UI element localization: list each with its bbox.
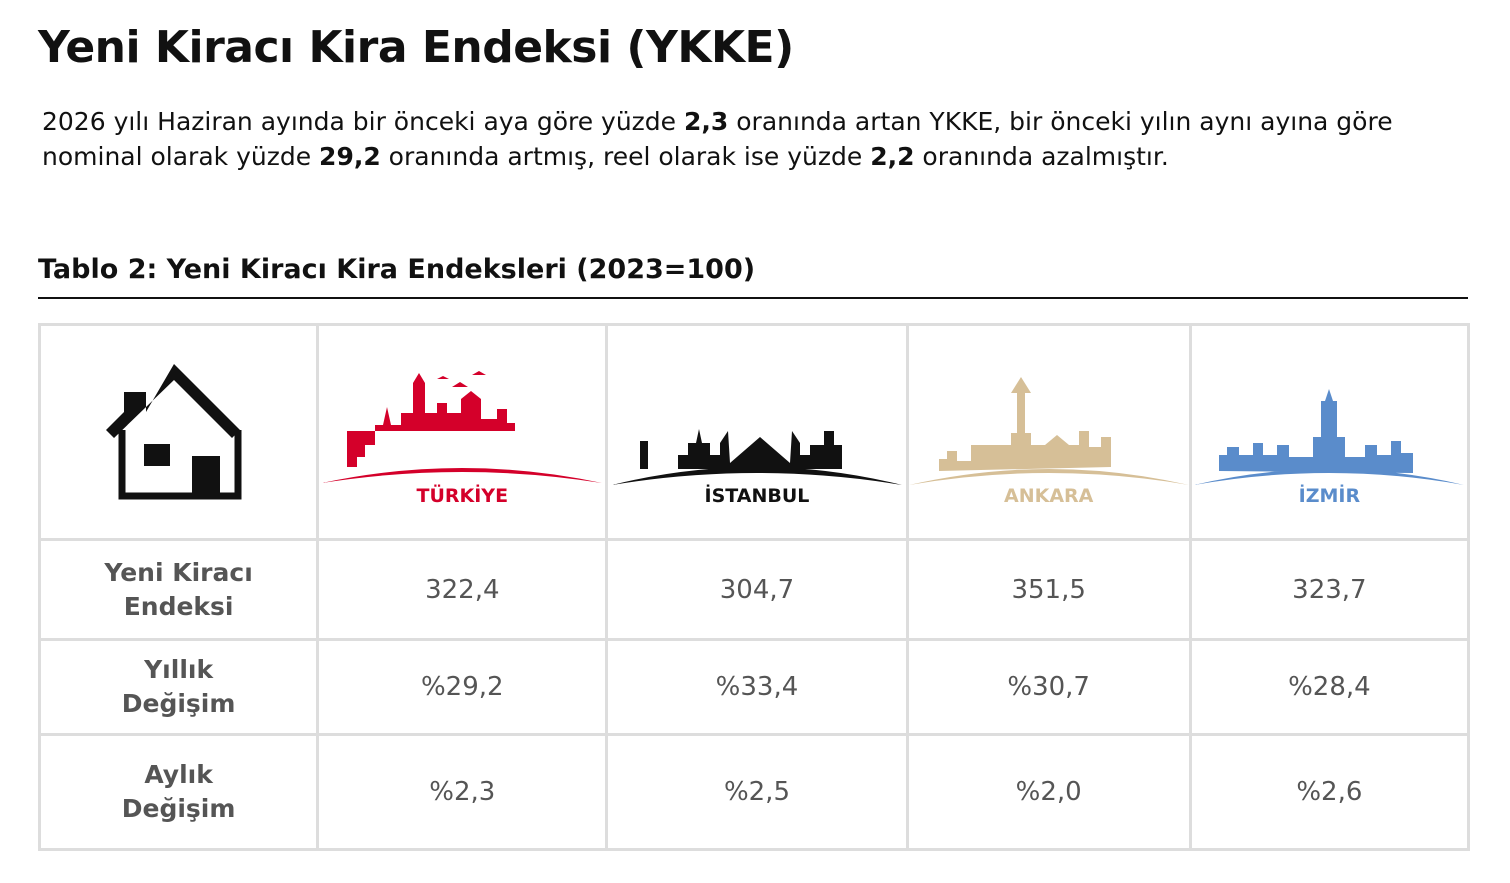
value-cell: %2,5 <box>605 733 909 851</box>
skyline <box>322 371 603 483</box>
value-cell: %33,4 <box>605 638 909 736</box>
house-icon <box>105 364 242 500</box>
column-header: TÜRKİYE <box>416 485 509 507</box>
city-cell: İSTANBUL <box>605 323 909 541</box>
summary-text: oranında artmış, reel olarak ise yüzde <box>380 142 871 171</box>
city-cell: İZMİR <box>1188 323 1471 541</box>
summary-figure: 29,2 <box>319 142 381 171</box>
row-header-cell: Yeni Kiracı Endeksi <box>37 538 320 641</box>
city-cell: ANKARA <box>905 323 1192 541</box>
value-cell: 304,7 <box>605 538 909 641</box>
skyline <box>908 377 1189 485</box>
column-header: İSTANBUL <box>704 485 810 507</box>
value-cell: 351,5 <box>905 538 1192 641</box>
table: TÜRKİYE İSTANBUL ANKARA İZMİR Yeni Kirac… <box>37 323 1471 851</box>
cell-value: %2,5 <box>723 777 790 807</box>
cell-value: %28,4 <box>1288 672 1371 702</box>
cell-value: 323,7 <box>1292 574 1367 605</box>
cell-value: %2,0 <box>1015 777 1082 807</box>
cell-value: 322,4 <box>425 574 500 605</box>
value-cell: 323,7 <box>1188 538 1471 641</box>
row-label: Aylık Değişim <box>121 760 236 823</box>
title: Yeni Kiracı Kira Endeksi (YKKE) <box>38 22 794 73</box>
cell-value: %30,7 <box>1007 672 1090 702</box>
column-header: ANKARA <box>1003 485 1094 507</box>
cell-value: %2,3 <box>429 777 496 807</box>
cell-value: %2,6 <box>1296 777 1363 807</box>
city-cell: TÜRKİYE <box>316 323 609 541</box>
summary-figure: 2,3 <box>684 107 729 136</box>
summary-text: oranında artan YKKE, bir önceki yılın ay… <box>42 107 1393 171</box>
summary-figure: 2,2 <box>870 142 915 171</box>
table-row: Aylık Değişim %2,3 %2,5 %2,0 %2,6 <box>37 733 1471 851</box>
value-cell: %30,7 <box>905 638 1192 736</box>
icon-cell <box>37 323 320 541</box>
value-cell: %2,6 <box>1188 733 1471 851</box>
table-row: Yeni Kiracı Endeksi 322,4 304,7 351,5 323,7 <box>37 538 1471 641</box>
value-cell: %29,2 <box>316 638 609 736</box>
summary: 2026 yılı Haziran ayında bir önceki aya … <box>42 104 1462 174</box>
table-row: Yıllık Değişim %29,2 %33,4 %30,7 %28,4 <box>37 638 1471 736</box>
skyline <box>1194 389 1465 485</box>
header-row: TÜRKİYE İSTANBUL ANKARA İZMİR <box>37 323 1471 541</box>
value-cell: %28,4 <box>1188 638 1471 736</box>
row-label: Yeni Kiracı Endeksi <box>104 557 253 621</box>
cell-value: %29,2 <box>420 672 504 702</box>
summary-text: oranında azalmıştır. <box>914 142 1169 171</box>
value-cell: %2,3 <box>316 733 609 851</box>
row-label: Yıllık Değişim <box>121 655 236 718</box>
summary-text: 2026 yılı Haziran ayında bir önceki aya … <box>42 107 685 136</box>
value-cell: 322,4 <box>316 538 609 641</box>
value-cell: %2,0 <box>905 733 1192 851</box>
cell-value: 351,5 <box>1011 574 1086 605</box>
skyline <box>611 429 902 485</box>
table-caption: Tablo 2: Yeni Kiracı Kira Endeksleri (20… <box>38 254 1468 299</box>
row-header-cell: Aylık Değişim <box>37 733 320 851</box>
cell-value: 304,7 <box>719 574 795 605</box>
cell-value: %33,4 <box>715 672 799 702</box>
row-header-cell: Yıllık Değişim <box>37 638 320 736</box>
column-header: İZMİR <box>1298 485 1361 507</box>
